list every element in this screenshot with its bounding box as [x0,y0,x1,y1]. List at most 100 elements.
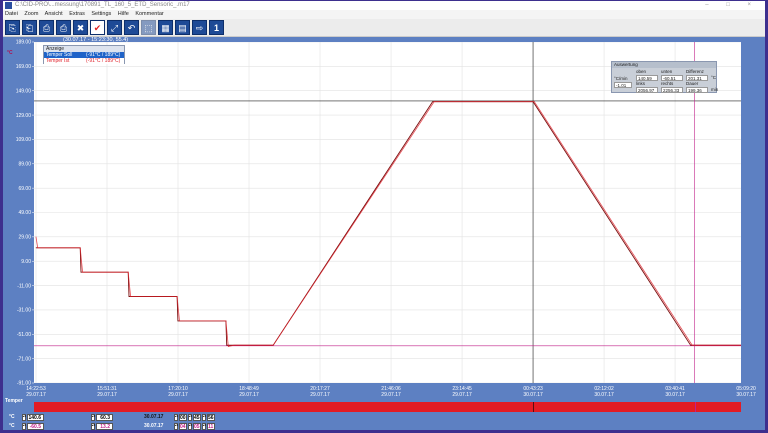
check-icon[interactable]: ✔ [90,20,105,35]
data-point [432,101,433,102]
menu-datei[interactable]: Datei [5,11,18,17]
spinner[interactable]: ▴▾ [188,423,192,430]
x-tick-time: 21:46:06 [381,386,401,392]
open-file-2-icon[interactable]: ⎗ [22,20,37,35]
lower-minute-field[interactable]: 05 [193,423,201,430]
data-point [177,320,179,322]
menu-kommentar[interactable]: Kommentar [135,11,164,17]
evaluation-title: Auswertung [612,62,716,68]
y-tick-label: 189.00 [16,40,32,46]
data-point [35,247,37,249]
upper-value-field[interactable]: 140.6 [27,414,44,421]
x-tick-time: 15:51:31 [97,386,117,392]
x-tick-date: 29.07.17 [452,392,472,398]
y-tick-label: -91.00 [17,381,31,387]
print-preview-icon[interactable]: ⎙ [56,20,71,35]
oben-label: oben [636,69,647,74]
oben-value: 140.59 [636,75,658,81]
info-icon[interactable]: 1 [209,20,224,35]
rate-unit: °C/min [614,76,628,81]
lower-value-field[interactable]: -60.5 [27,423,44,430]
data-point [272,344,274,346]
x-tick-date: 29.07.17 [97,392,117,398]
chart-axes: 189.00 169.00 149.00 129.00 109.00 89.00 69.00… [7,40,756,398]
data-point [691,344,693,346]
y-tick-label: 29.00 [18,235,31,241]
data-point [127,271,129,273]
legend-item-ist[interactable]: Temper Ist (-91°C / 189°C) [44,58,124,64]
dauer-unit: min [711,87,719,92]
series-line-temper-ist [35,101,741,347]
legend-panel: Anzeige Temper Soll (-91°C / 189°C) Tempe… [43,45,125,64]
data-point [79,247,81,249]
tools-icon[interactable]: ✖ [73,20,88,35]
print-icon[interactable]: ⎙ [39,20,54,35]
spinner[interactable]: ▴▾ [188,414,192,421]
menu-settings[interactable]: Settings [91,11,112,17]
upper-value2-field[interactable]: 60.3 [96,414,113,421]
track-cursor-upper[interactable] [533,402,535,412]
y-tick-label: -51.00 [17,332,31,338]
unit-upper: °C [9,414,15,420]
x-tick-date: 29.07.17 [26,392,46,398]
y-tick-label: 129.00 [16,113,32,119]
links-label: links [636,81,646,86]
x-tick-date: 29.07.17 [168,392,188,398]
data-point [130,296,131,297]
spinner[interactable]: ▴▾ [91,414,95,421]
menu-hilfe[interactable]: Hilfe [117,11,129,17]
spinner[interactable]: ▴▾ [91,423,95,430]
unit-lower: °C [9,423,15,429]
time-track-bar[interactable] [34,402,741,412]
y-tick-label: -31.00 [17,308,31,314]
export-icon[interactable]: ⇨ [192,20,207,35]
plot-canvas[interactable] [34,42,741,383]
window-controls[interactable]: – □ × [705,2,759,8]
dauer-label: Dauer [686,81,699,86]
lower-hour-field[interactable]: 04 [179,423,187,430]
plot-area[interactable] [34,42,741,383]
open-file-icon[interactable]: ⎘ [5,20,20,35]
data-point [37,247,38,249]
rechts-value: 2256.33 [661,87,683,93]
grid-icon[interactable]: ▦ [158,20,173,35]
upper-second-field[interactable]: 56 [207,414,215,421]
x-tick-time: 18:48:49 [239,386,259,392]
spinner[interactable]: ▴▾ [22,423,26,430]
x-tick-date: 29.07.17 [381,392,401,398]
x-tick-time: 14:22:53 [26,386,46,392]
spinner[interactable]: ▴▾ [174,423,178,430]
dauer-value: 199.36 [686,87,708,93]
spinner[interactable]: ▴▾ [22,414,26,421]
upper-minute-field[interactable]: 45 [193,414,201,421]
x-tick-date: 30.07.17 [523,392,543,398]
spinner[interactable]: ▴▾ [202,423,206,430]
app-icon [5,2,12,9]
links-value: 2056.97 [636,87,658,93]
upper-date: 30.07.17 [144,414,164,420]
legend-item-soll[interactable]: Temper Soll (-91°C / 189°C) [44,52,124,58]
data-point [233,344,235,346]
menu-ansicht[interactable]: Ansicht [44,11,63,17]
data-point [128,296,130,297]
lower-value2-field[interactable]: 13.2 [96,423,113,430]
data-point [82,271,83,273]
x-tick-date: 30.07.17 [736,392,756,398]
track-cursor-lower[interactable] [694,402,696,412]
unten-label: unten [661,69,673,74]
differenz-label: Differenz [686,69,704,74]
y-tick-label: 169.00 [16,64,32,70]
x-tick-date: 30.07.17 [665,392,685,398]
lower-second-field[interactable]: 11 [207,423,215,430]
zoom-fit-icon[interactable]: ⤢ [107,20,122,35]
spinner[interactable]: ▴▾ [174,414,178,421]
zoom-disabled-icon[interactable]: ⬚ [141,20,156,35]
undo-zoom-icon[interactable]: ↶ [124,20,139,35]
upper-hour-field[interactable]: 00 [179,414,187,421]
menu-zoom[interactable]: Zoom [24,11,39,17]
report-icon[interactable]: ▤ [175,20,190,35]
menu-extras[interactable]: Extras [69,11,85,17]
x-tick-date: 29.07.17 [310,392,330,398]
lower-date: 30.07.17 [144,423,164,429]
spinner[interactable]: ▴▾ [202,414,206,421]
